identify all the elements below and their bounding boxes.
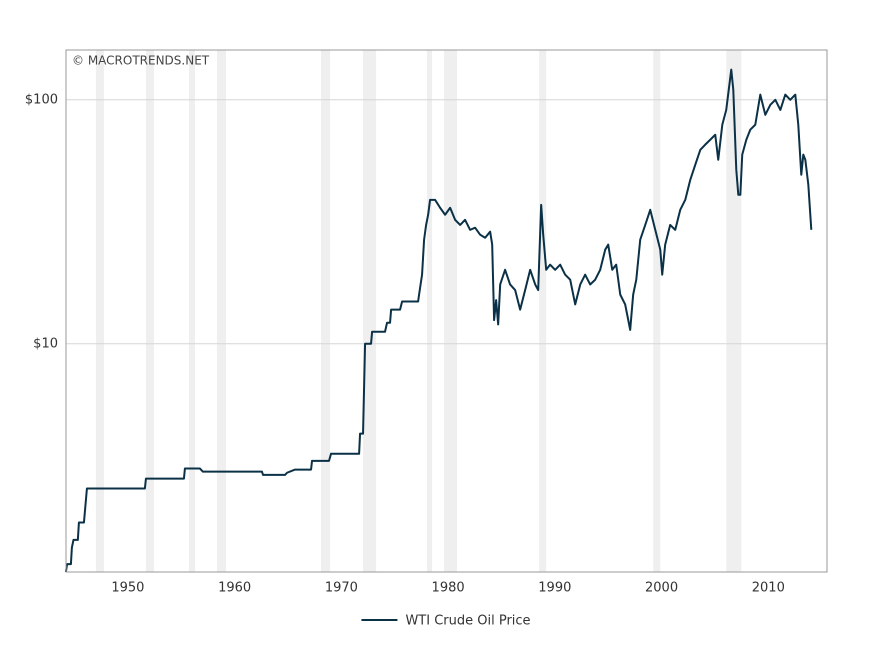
- shaded-period: [363, 50, 377, 572]
- plot-border: [65, 49, 828, 573]
- shaded-period: [188, 50, 195, 572]
- y-tick-label: $100: [25, 92, 58, 107]
- shaded-period: [539, 50, 547, 572]
- shaded-period: [320, 50, 331, 572]
- x-tick-label: 1980: [432, 581, 465, 596]
- y-tick-label: $10: [33, 336, 58, 351]
- watermark: © MACROTRENDS.NET: [72, 54, 210, 68]
- x-tick-label: 2000: [645, 581, 678, 596]
- x-tick-label: 2010: [752, 581, 785, 596]
- shaded-period: [444, 50, 458, 572]
- shaded-period: [216, 50, 226, 572]
- legend: WTI Crude Oil Price: [361, 614, 531, 629]
- grid: [66, 99, 827, 345]
- x-tick-label: 1960: [218, 581, 251, 596]
- plot: [64, 68, 813, 573]
- shaded-period: [427, 50, 433, 572]
- shaded-period: [145, 50, 154, 572]
- price-line: [64, 68, 813, 573]
- shaded-period: [95, 50, 104, 572]
- shaded-period: [653, 50, 661, 572]
- x-tick-label: 1950: [111, 581, 144, 596]
- x-tick-label: 1970: [325, 581, 358, 596]
- x-tick-label: 1990: [538, 581, 571, 596]
- legend-label: WTI Crude Oil Price: [405, 614, 530, 629]
